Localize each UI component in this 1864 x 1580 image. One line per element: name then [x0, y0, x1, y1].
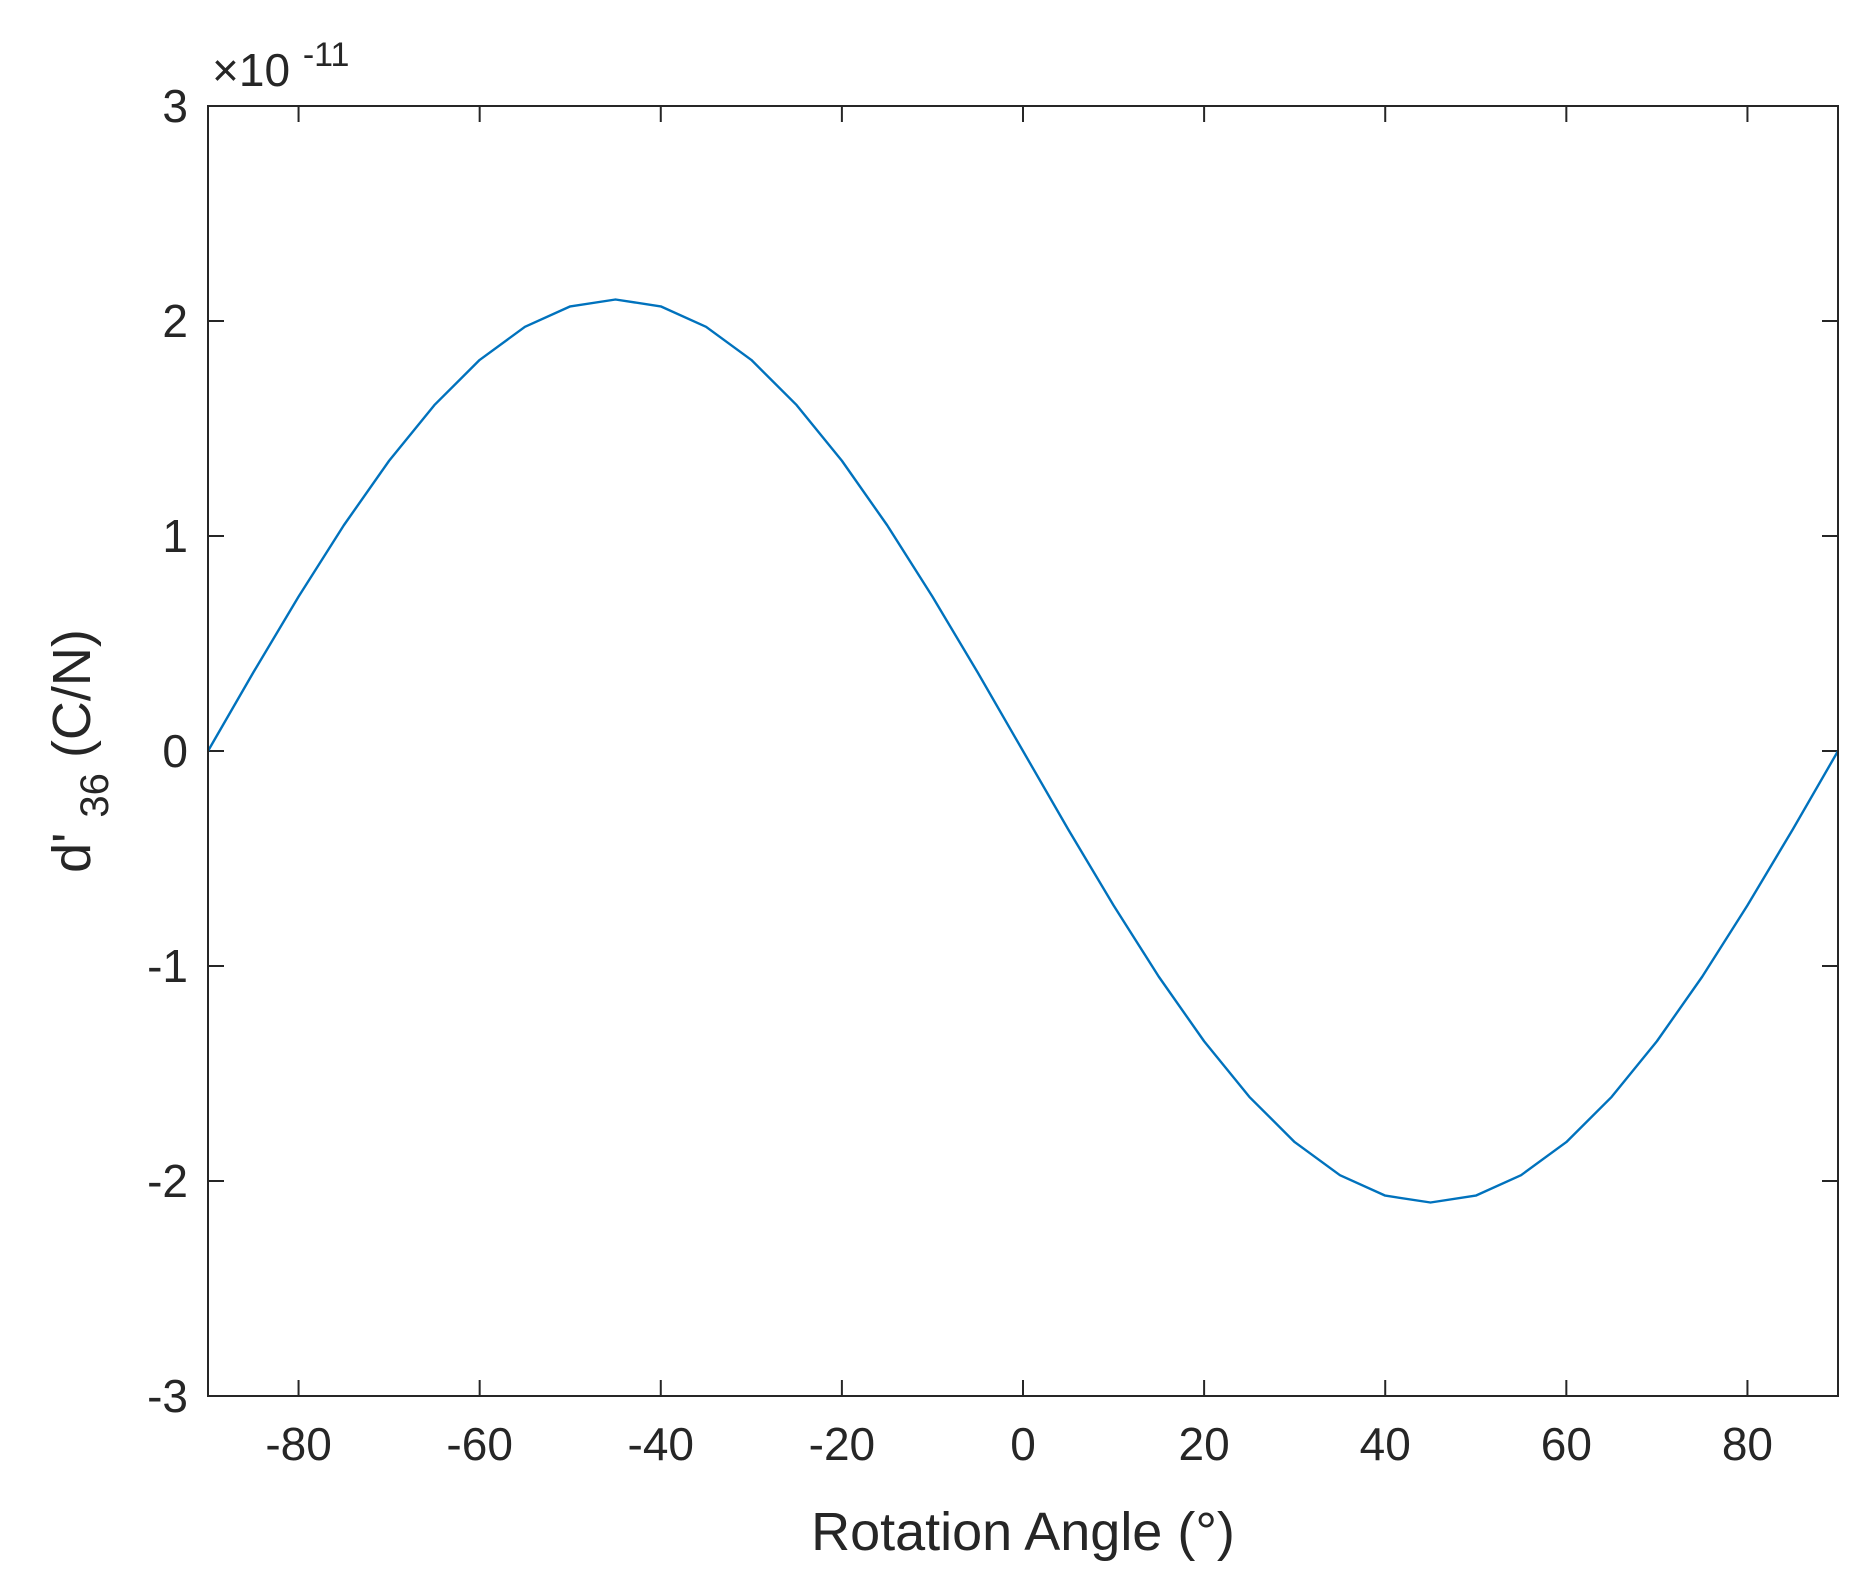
y-tick-label: -3: [147, 1370, 188, 1422]
x-axis-label: Rotation Angle (°): [811, 1502, 1235, 1562]
x-tick-labels: -80 -60 -40 -20 0 20 40 60 80: [265, 1418, 1773, 1470]
y-tick-labels: -3 -2 -1 0 1 2 3: [147, 80, 188, 1422]
y-exponent-label: ×10 -11: [212, 36, 349, 96]
x-tick-label: 20: [1179, 1418, 1230, 1470]
x-tick-label: -40: [628, 1418, 694, 1470]
x-tick-label: -60: [446, 1418, 512, 1470]
x-tick-label: -20: [809, 1418, 875, 1470]
x-tick-label: 80: [1722, 1418, 1773, 1470]
y-tick-label: 2: [162, 295, 188, 347]
x-tick-label: -80: [265, 1418, 331, 1470]
y-axis-label: d' 36 (C/N): [42, 629, 120, 873]
y-axis-label-subscript: 36: [73, 773, 117, 818]
y-axis-label-main: d': [42, 833, 102, 873]
y-axis-label-unit: (C/N): [42, 629, 102, 758]
y-tick-label: -2: [147, 1155, 188, 1207]
plot-frame: [207, 105, 1839, 1397]
x-tick-label: 40: [1360, 1418, 1411, 1470]
y-tick-label: 1: [162, 510, 188, 562]
x-tick-label: 60: [1541, 1418, 1592, 1470]
series-line: [206, 298, 1840, 1204]
y-exponent-power: -11: [303, 36, 350, 74]
y-tick-label: -1: [147, 940, 188, 992]
x-tick-label: 0: [1010, 1418, 1036, 1470]
y-exponent-base: ×10: [212, 44, 290, 96]
y-tick-label: 3: [162, 80, 188, 132]
y-tick-label: 0: [162, 725, 188, 777]
series-layer: [206, 298, 1840, 1204]
